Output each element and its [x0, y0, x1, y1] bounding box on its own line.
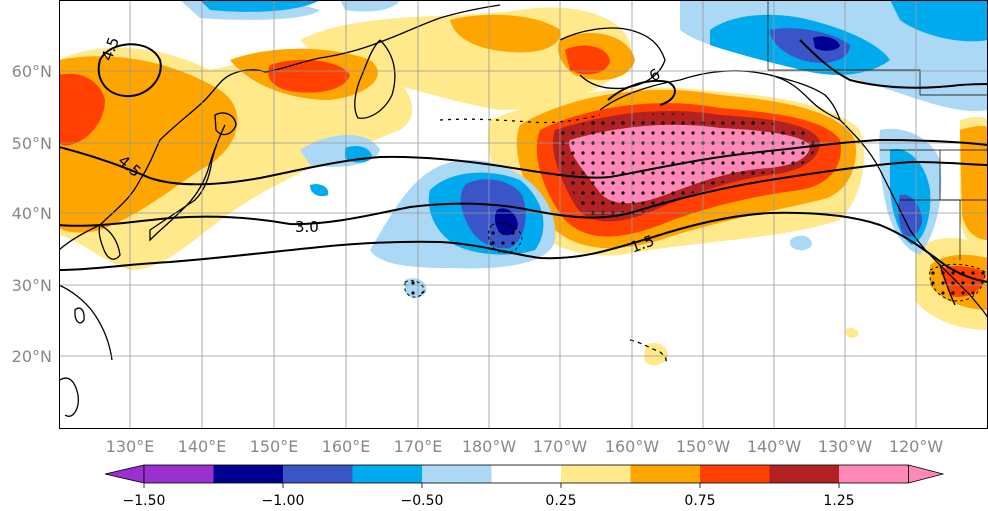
coast-aleutians — [439, 114, 601, 124]
colorbar-bin-1 — [144, 465, 214, 483]
shade-blue-ne — [770, 28, 850, 63]
coast-china-south — [59, 284, 113, 361]
gridlines — [59, 0, 988, 429]
borders — [767, 0, 988, 260]
lon-label-130E: 130°E — [106, 437, 155, 456]
cb-label-075: 0.75 — [684, 493, 715, 509]
contour-3p0 — [59, 160, 988, 227]
cb-label-025: 0.25 — [545, 493, 576, 509]
coast-asia-mainland — [59, 4, 501, 251]
border-canada-us-1 — [768, 69, 988, 96]
colorbar-bin-4 — [352, 465, 422, 483]
lat-label-30N: 30°N — [12, 276, 52, 295]
coast-hokkaido — [214, 112, 237, 136]
contour-4p5-line — [59, 138, 988, 186]
colorbar-extend-max — [908, 464, 945, 484]
lon-label-160E: 160°E — [322, 437, 371, 456]
coastlines — [59, 4, 988, 417]
shade-lightblue-small — [790, 235, 812, 251]
colorbar-ticks — [143, 483, 840, 488]
cb-label-125: 1.25 — [823, 493, 854, 509]
coast-na-west — [839, 119, 988, 319]
colorbar-bin-7 — [561, 465, 631, 483]
map-panel: 4.5 4.5 3.0 1.5 6 — [59, 0, 988, 429]
contour-6 — [607, 79, 676, 106]
colorbar-bin-8 — [630, 465, 700, 483]
shade-cyan-small — [310, 184, 329, 197]
coast-alaska — [599, 70, 841, 121]
lon-label-150E: 150°E — [250, 437, 299, 456]
shade-red-northwest — [268, 59, 350, 93]
lat-label-40N: 40°N — [12, 204, 52, 223]
colorbar-bin-5 — [422, 465, 492, 483]
shade-orange-north — [450, 14, 561, 53]
cb-label-neg100: −1.00 — [262, 493, 305, 509]
contour-label-3p0: 3.0 — [295, 218, 319, 236]
lon-label-140W: 140°W — [747, 437, 802, 456]
cb-label-neg150: −1.50 — [123, 493, 166, 509]
lat-label-50N: 50°N — [12, 134, 52, 153]
lon-label-130W: 130°W — [818, 437, 873, 456]
colorbar-bin-9 — [700, 465, 770, 483]
colorbar-bin-3 — [283, 465, 353, 483]
border-us-states-3 — [900, 199, 961, 260]
colorbar-bin-10 — [769, 465, 839, 483]
shade-navy-ne — [813, 36, 840, 51]
shade-cyan-north — [200, 0, 320, 12]
cb-label-neg050: −0.50 — [401, 493, 444, 509]
coast-philippines — [59, 377, 79, 417]
contour-northeast — [799, 39, 988, 89]
shade-red-west — [59, 73, 105, 146]
coast-alaska-panhandle — [769, 74, 841, 121]
contour-1p5 — [59, 211, 988, 283]
stippling-central — [488, 223, 522, 253]
shade-lightblue-nw-small — [340, 0, 400, 12]
colorbar-bin-11 — [839, 465, 909, 483]
lon-label-180W: 180°W — [462, 437, 517, 456]
stippling-main — [557, 113, 816, 219]
dashed-cal — [929, 263, 986, 302]
colorbar: −1.50 −1.00 −0.50 0.25 0.75 1.25 — [104, 464, 945, 509]
colorbar-bin-6 — [491, 465, 561, 483]
contour-4p5-circle — [97, 43, 162, 98]
colorbar-extend-min — [104, 464, 145, 484]
anomaly-shading — [59, 0, 988, 366]
contours — [59, 39, 988, 283]
latitude-labels: 60°N 50°N 40°N 30°N 20°N — [12, 62, 52, 366]
shade-cyan-ne2 — [890, 0, 988, 42]
dashed-contours — [404, 222, 986, 302]
coast-kamchatka — [354, 39, 396, 119]
coast-alaska-north — [559, 27, 666, 90]
lat-label-60N: 60°N — [12, 62, 52, 81]
coast-japan — [149, 124, 226, 242]
shade-orange-right — [960, 125, 988, 240]
lat-label-20N: 20°N — [12, 347, 52, 366]
dashed-central — [488, 222, 523, 254]
dashed-islands — [404, 280, 425, 298]
colorbar-bin-2 — [213, 465, 283, 483]
lon-label-160W: 160°W — [605, 437, 660, 456]
colorbar-frame — [143, 464, 909, 484]
lon-label-170E: 170°E — [394, 437, 443, 456]
coast-hawaii — [629, 339, 667, 363]
lon-label-140E: 140°E — [178, 437, 227, 456]
coast-baja — [939, 264, 956, 306]
longitude-labels: 130°E 140°E 150°E 160°E 170°E 180°W 170°… — [106, 437, 944, 456]
lon-label-120W: 120°W — [889, 437, 944, 456]
coast-taiwan — [74, 307, 85, 324]
shade-red-north — [565, 45, 610, 75]
shade-light-positive-hawaii — [644, 343, 668, 366]
coast-korea — [98, 224, 121, 260]
shade-light-positive-east-small — [845, 327, 859, 338]
lon-label-170W: 170°W — [533, 437, 588, 456]
lon-label-150W: 150°W — [676, 437, 731, 456]
